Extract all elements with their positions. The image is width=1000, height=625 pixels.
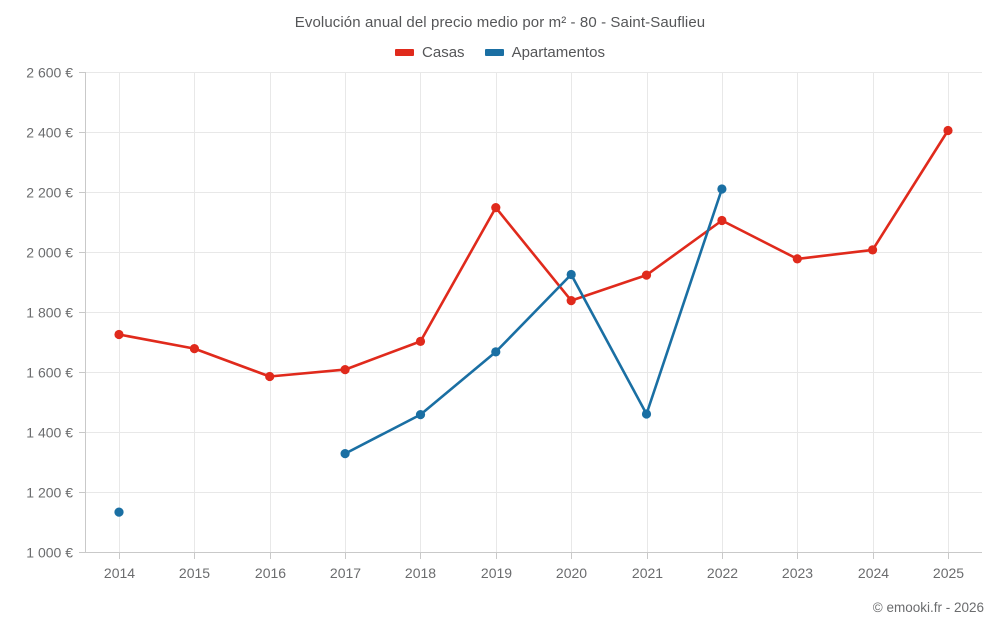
y-tick-label: 2 400 € xyxy=(26,125,73,141)
data-point[interactable] xyxy=(340,449,350,459)
series-line-apartamentos xyxy=(343,187,724,455)
y-tick-label: 1 800 € xyxy=(26,305,73,321)
data-point[interactable] xyxy=(566,296,576,306)
chart-title: Evolución anual del precio medio por m² … xyxy=(294,14,706,31)
y-tick-label: 1 400 € xyxy=(26,425,73,441)
data-point[interactable] xyxy=(641,270,652,280)
data-point[interactable] xyxy=(717,215,727,226)
legend-item-apartamentos[interactable]: Apartamentos xyxy=(484,44,605,61)
data-point[interactable] xyxy=(792,254,802,264)
data-point[interactable] xyxy=(943,125,953,136)
x-tick-label: 2017 xyxy=(330,565,361,581)
data-point[interactable] xyxy=(114,329,124,340)
legend-item-casas[interactable]: Casas xyxy=(395,44,465,61)
legend-swatch-casas xyxy=(395,49,415,56)
data-point[interactable] xyxy=(868,245,878,255)
data-point[interactable] xyxy=(641,409,652,419)
y-tick-label: 2 000 € xyxy=(26,245,73,261)
x-tick-label: 2021 xyxy=(632,565,663,581)
data-point[interactable] xyxy=(340,365,350,375)
y-tick-label: 2 200 € xyxy=(26,185,73,201)
x-tick-label: 2019 xyxy=(481,565,512,581)
legend-label-casas: Casas xyxy=(422,44,465,61)
data-point[interactable] xyxy=(491,203,501,213)
data-point[interactable] xyxy=(415,410,426,420)
data-point[interactable] xyxy=(265,371,275,382)
x-tick-label: 2018 xyxy=(405,565,436,581)
chart-credit: © emooki.fr - 2026 xyxy=(872,600,984,615)
x-tick-label: 2020 xyxy=(556,565,587,581)
y-tick-label: 1 600 € xyxy=(26,365,73,381)
y-tick-label: 1 000 € xyxy=(26,545,73,561)
data-point[interactable] xyxy=(415,336,426,346)
x-tick-label: 2025 xyxy=(933,565,964,581)
x-tick-label: 2024 xyxy=(858,565,889,581)
x-tick-label: 2022 xyxy=(707,565,738,581)
y-tick-label: 2 600 € xyxy=(26,65,73,81)
legend-label-apartamentos: Apartamentos xyxy=(511,44,605,61)
data-point[interactable] xyxy=(114,507,124,517)
y-tick-label: 1 200 € xyxy=(26,485,73,501)
legend-swatch-apartamentos xyxy=(484,49,504,56)
data-point[interactable] xyxy=(717,184,727,194)
chart-legend: Casas Apartamentos xyxy=(0,44,1000,61)
x-tick-label: 2023 xyxy=(782,565,813,581)
data-point[interactable] xyxy=(566,269,576,280)
data-point[interactable] xyxy=(491,347,501,357)
data-point[interactable] xyxy=(189,344,199,354)
series-line-casas xyxy=(117,129,950,378)
x-tick-label: 2015 xyxy=(179,565,210,581)
x-tick-label: 2016 xyxy=(255,565,286,581)
x-tick-label: 2014 xyxy=(104,565,135,581)
